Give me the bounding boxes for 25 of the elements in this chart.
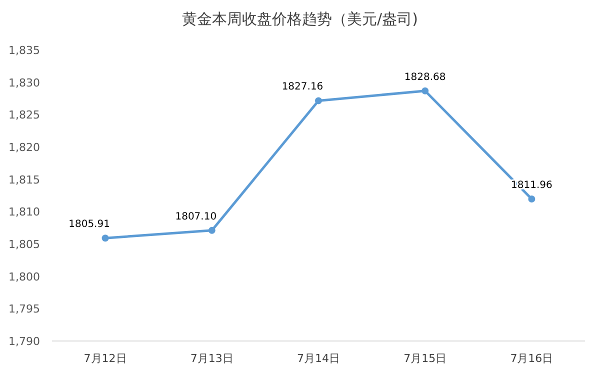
y-tick-label: 1,795 — [8, 302, 40, 316]
data-label: 1807.10 — [175, 211, 217, 222]
x-tick-label: 7月13日 — [190, 352, 234, 365]
y-tick-label: 1,810 — [8, 206, 40, 219]
point — [422, 87, 429, 94]
y-tick-label: 1,815 — [8, 173, 40, 186]
y-tick-label: 1,830 — [8, 76, 40, 90]
y-tick-label: 1,800 — [8, 270, 40, 284]
point — [315, 97, 322, 104]
data-label: 1828.68 — [404, 72, 446, 83]
x-tick-label: 7月16日 — [510, 352, 554, 365]
y-tick-label: 1,820 — [8, 141, 40, 154]
x-tick-label: 7月14日 — [297, 352, 340, 365]
y-tick-label: 1,805 — [8, 238, 40, 251]
chart-title: 黄金本周收盘价格趋势（美元/盎司) — [182, 10, 418, 28]
y-tick-label: 1,790 — [8, 335, 40, 348]
y-tick-label: 1,835 — [8, 44, 40, 57]
data-label: 1827.16 — [282, 82, 324, 93]
point — [528, 195, 536, 202]
y-tick-label: 1,825 — [8, 108, 40, 122]
point — [102, 234, 109, 242]
data-label: 1805.91 — [68, 219, 110, 230]
x-tick-label: 7月12日 — [84, 352, 127, 365]
point — [208, 226, 216, 234]
x-tick-label: 7月15日 — [404, 352, 447, 365]
